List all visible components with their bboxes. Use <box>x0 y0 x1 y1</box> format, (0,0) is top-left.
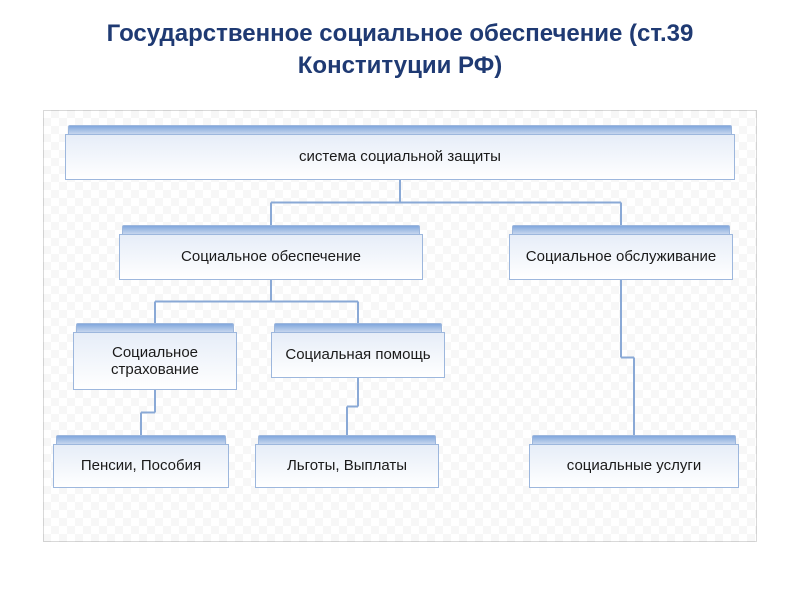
node-root: система социальной защиты <box>65 134 735 180</box>
page-title: Государственное социальное обеспечение (… <box>0 0 800 95</box>
node-obes: Социальное обеспечение <box>119 234 423 280</box>
node-topbar <box>512 225 730 234</box>
node-obsl: Социальное обслуживание <box>509 234 733 280</box>
node-topbar <box>532 435 736 444</box>
diagram-region: система социальной защиты Социальное обес… <box>43 110 757 542</box>
node-topbar <box>258 435 436 444</box>
node-topbar <box>76 323 234 332</box>
node-pom: Социальная помощь <box>271 332 445 378</box>
node-strah: Социальное страхование <box>73 332 237 390</box>
node-topbar <box>68 125 732 134</box>
node-topbar <box>274 323 442 332</box>
node-topbar <box>56 435 226 444</box>
node-pens: Пенсии, Пособия <box>53 444 229 488</box>
node-lgoty: Льготы, Выплаты <box>255 444 439 488</box>
node-uslugi: социальные услуги <box>529 444 739 488</box>
node-topbar <box>122 225 420 234</box>
